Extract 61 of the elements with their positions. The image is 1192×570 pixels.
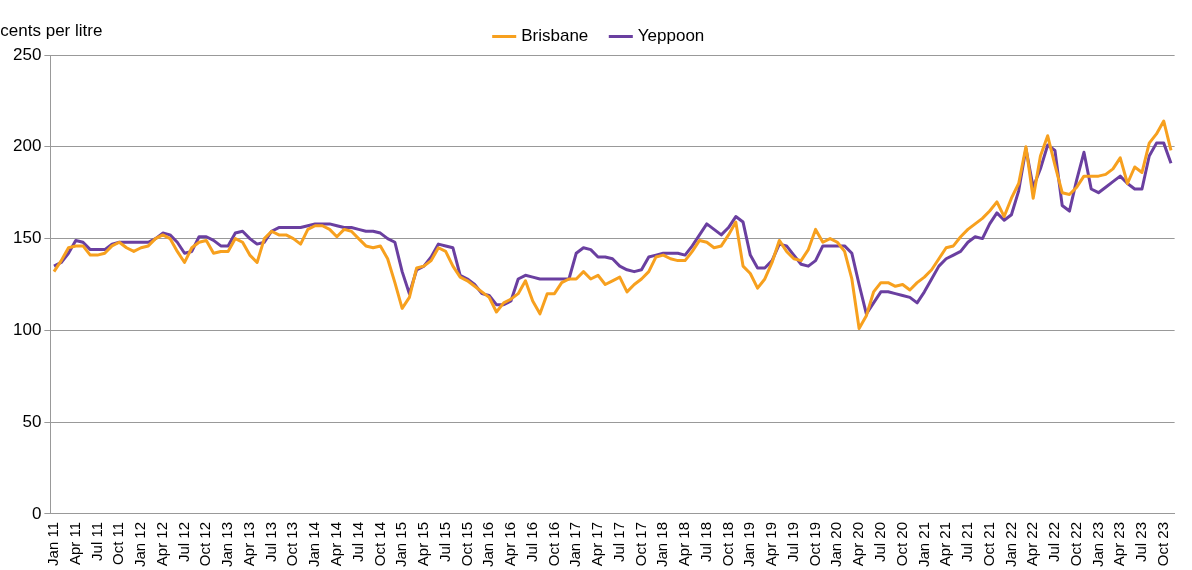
x-tick-label: Jul 21 [958,521,976,562]
x-tick-label: Jul 20 [871,521,888,562]
x-tick-label: Jul 13 [261,521,279,562]
x-tick-label: Oct 18 [718,521,736,567]
x-tick-label: Apr 13 [239,521,257,567]
x-tick-label: Jan 17 [566,521,584,568]
x-tick-label: Jul 14 [348,521,366,562]
x-tick-label: Jul 16 [522,521,540,562]
x-tick-label: Apr 17 [588,521,606,567]
legend-label: Brisbane [521,26,589,46]
x-tick-label: Jul 23 [1132,521,1150,562]
x-tick-label: Apr 16 [501,521,519,567]
x-tick-label: Jul 12 [174,521,192,562]
x-tick-label: Jul 19 [783,521,801,562]
legend-label: Yeppoon [637,26,705,46]
x-tick-label: Apr 14 [327,521,345,567]
x-tick-label: Jul 11 [87,521,105,561]
x-tick-label: Jan 23 [1088,521,1106,568]
y-tick-label: 150 [12,228,42,248]
x-tick-label: Apr 20 [849,521,867,567]
x-tick-label: Oct 15 [457,521,475,567]
x-tick-label: Oct 11 [109,521,127,566]
x-tick-label: Oct 23 [1153,521,1171,567]
x-tick-label: Apr 22 [1023,521,1041,567]
x-tick-label: Apr 12 [152,521,170,567]
y-tick-label: 100 [12,320,42,340]
x-tick-label: Jan 13 [218,521,236,568]
x-tick-label: Oct 14 [370,521,388,567]
x-tick-label: Jan 14 [305,521,323,568]
x-tick-label: Oct 22 [1066,521,1084,567]
x-tick-label: Oct 17 [631,521,649,567]
x-tick-label: Apr 23 [1110,521,1128,567]
x-tick-label: Apr 15 [414,521,432,567]
x-tick-label: Jan 12 [131,521,149,568]
x-tick-label: Oct 21 [979,521,997,567]
x-tick-label: Jul 18 [696,521,714,562]
x-tick-label: Apr 18 [675,521,693,567]
x-tick-label: Oct 19 [805,521,823,567]
y-axis-title: cents per litre [0,21,103,41]
x-tick-label: Apr 21 [936,521,954,567]
x-tick-label: Jan 15 [392,521,410,568]
x-tick-label: Jul 17 [609,521,627,562]
x-tick-label: Jan 22 [1001,521,1019,568]
x-tick-label: Jan 19 [740,521,758,568]
x-tick-label: Jul 15 [435,521,453,562]
y-tick-label: 0 [31,503,42,523]
x-tick-label: Oct 20 [892,521,910,567]
y-tick-label: 50 [22,411,42,431]
x-tick-label: Jan 11 [44,521,62,566]
y-tick-label: 200 [12,136,42,156]
y-tick-label: 250 [12,44,42,64]
x-tick-label: Oct 16 [544,521,562,567]
x-tick-label: Apr 11 [65,521,83,566]
x-tick-label: Jan 18 [653,521,671,568]
x-tick-label: Jan 20 [827,521,845,568]
x-tick-label: Apr 19 [762,521,780,567]
x-tick-label: Oct 13 [283,521,301,567]
x-tick-label: Jan 16 [479,521,497,568]
x-tick-label: Jan 21 [914,521,932,568]
x-tick-label: Oct 12 [196,521,214,567]
x-tick-label: Jul 22 [1045,521,1063,562]
